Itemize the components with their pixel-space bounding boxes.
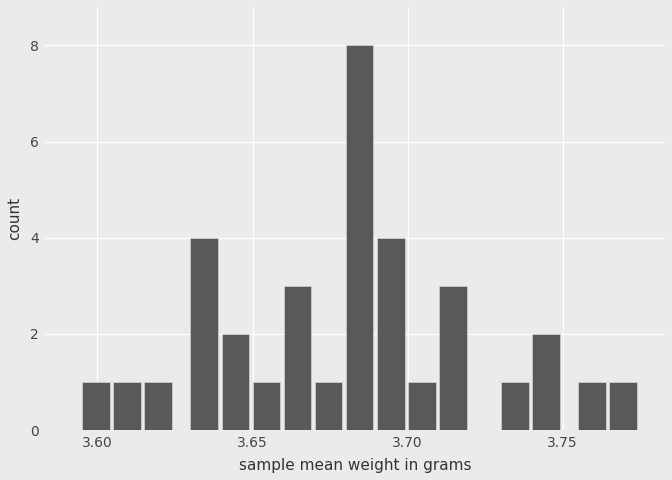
Bar <box>113 382 141 430</box>
Y-axis label: count: count <box>7 197 22 240</box>
Bar <box>222 334 249 430</box>
Bar <box>253 382 280 430</box>
Bar <box>610 382 637 430</box>
Bar <box>284 286 311 430</box>
Bar <box>578 382 606 430</box>
Bar <box>345 46 374 430</box>
Bar <box>376 238 405 430</box>
Bar <box>190 238 218 430</box>
Bar <box>532 334 560 430</box>
Bar <box>439 286 466 430</box>
Bar <box>144 382 172 430</box>
Bar <box>314 382 343 430</box>
Bar <box>82 382 110 430</box>
Bar <box>501 382 529 430</box>
X-axis label: sample mean weight in grams: sample mean weight in grams <box>239 458 471 473</box>
Bar <box>408 382 435 430</box>
